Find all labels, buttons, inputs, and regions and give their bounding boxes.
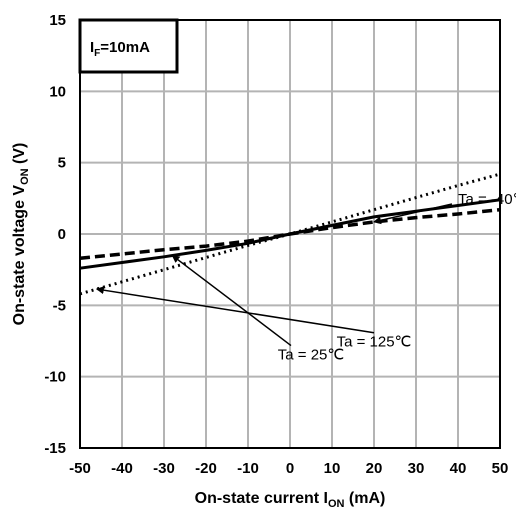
condition-label: IF=10mA xyxy=(90,39,150,59)
x-tick-label: -50 xyxy=(69,460,91,477)
annotation-leader xyxy=(95,286,375,334)
y-tick-label: 5 xyxy=(58,155,66,172)
x-tick-label: -40 xyxy=(111,460,133,477)
x-tick-label: -30 xyxy=(153,460,175,477)
y-axis-title: On-state voltage VON (V) xyxy=(11,143,31,326)
x-tick-label: 50 xyxy=(492,460,509,477)
series-line-dotted xyxy=(79,172,501,296)
y-tick-label: -15 xyxy=(44,440,66,457)
x-tick-label: -10 xyxy=(237,460,259,477)
condition-box: IF=10mA xyxy=(78,18,179,74)
x-tick-label: -20 xyxy=(195,460,217,477)
series-line-dashed xyxy=(79,207,501,261)
annotation-leader xyxy=(373,203,453,225)
x-tick-label: 0 xyxy=(286,460,294,477)
x-tick-label: 10 xyxy=(324,460,341,477)
x-tick-label: 40 xyxy=(450,460,467,477)
x-tick-labels: -50 -40 -30 -20 -10 0 10 20 30 40 50 xyxy=(69,460,508,477)
annotation-label: Ta = 25℃ xyxy=(278,347,344,364)
y-tick-label: -5 xyxy=(53,297,66,314)
y-tick-label: 15 xyxy=(49,12,66,29)
annotation-label: Ta = 125℃ xyxy=(337,334,412,351)
annotations: Ta = -40℃ Ta = 125℃Ta = 25℃ xyxy=(95,191,516,364)
y-tick-label: -10 xyxy=(44,369,66,386)
annotation-label: Ta = -40℃ xyxy=(458,191,516,208)
y-tick-labels: 15 10 5 0 -5 -10 -15 xyxy=(44,12,66,457)
y-tick-label: 0 xyxy=(58,226,66,243)
x-axis-title: On-state current ION (mA) xyxy=(195,490,386,510)
x-tick-label: 20 xyxy=(366,460,383,477)
annotation-leader xyxy=(171,254,292,347)
x-tick-label: 30 xyxy=(408,460,425,477)
plot-frame xyxy=(79,19,501,449)
y-tick-label: 10 xyxy=(49,83,66,100)
